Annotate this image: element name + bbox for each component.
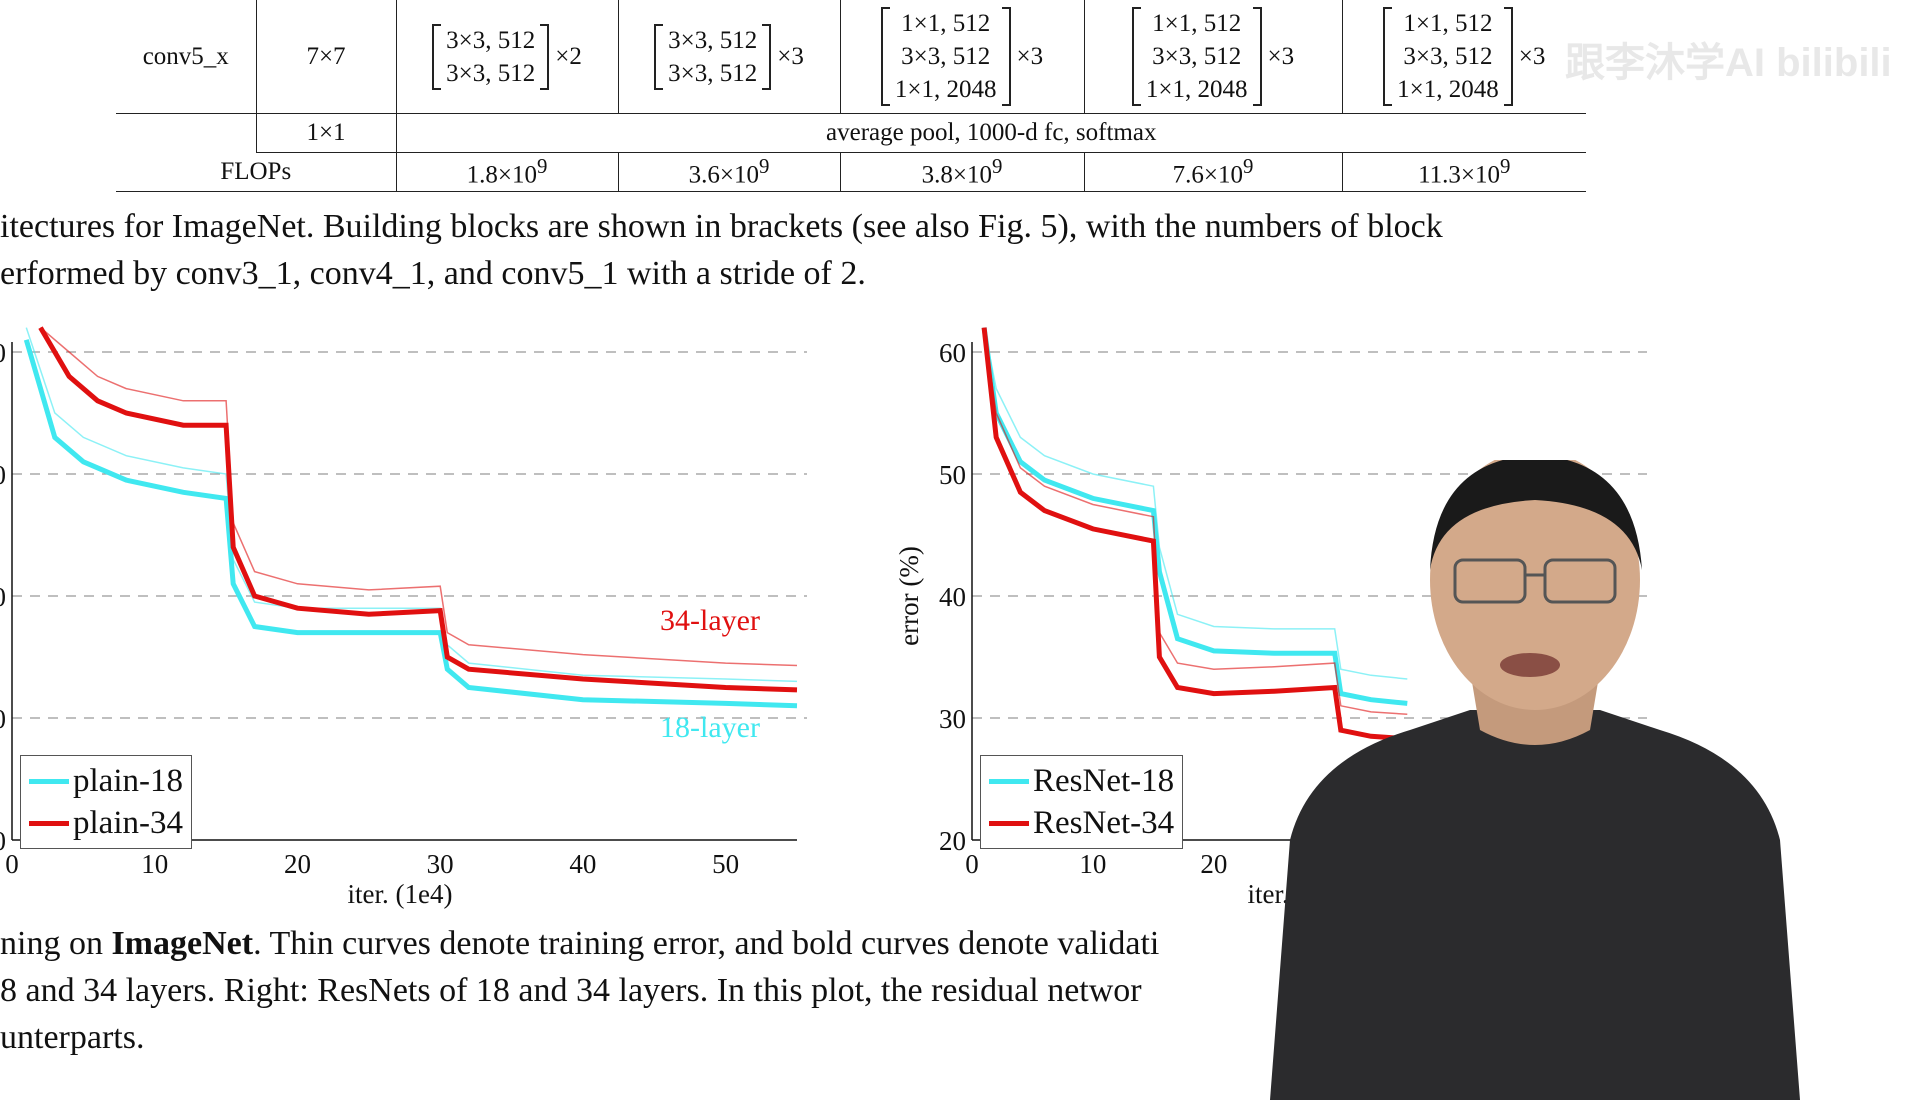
- glasses-left-lens: [1453, 558, 1527, 604]
- figure-caption-line-2: 8 and 34 layers. Right: ResNets of 18 an…: [0, 972, 1142, 1009]
- validation-curve-ResNet-18: [981, 327, 1408, 706]
- x-tick-label: 20: [284, 849, 311, 879]
- y-tick-label: 20: [0, 826, 6, 856]
- conv5-row: conv5_x 7×7 3×3, 512 3×3, 512 ×2 3×3, 512 3…: [116, 0, 1586, 114]
- block-cell: 3×3, 512 3×3, 512 ×3: [618, 0, 841, 114]
- pool-row: 1×1 average pool, 1000-d fc, softmax: [116, 113, 1586, 153]
- figure-caption-line-3: unterparts.: [0, 1019, 145, 1056]
- x-tick-label: 0: [5, 849, 19, 879]
- flops-value: 11.3×109: [1342, 152, 1586, 192]
- legend-swatch: [989, 820, 1029, 826]
- glasses-right-lens: [1543, 558, 1617, 604]
- flops-label: FLOPs: [116, 152, 397, 192]
- presenter-shirt: [1270, 710, 1800, 1100]
- presenter-face: [1430, 460, 1640, 710]
- x-tick-label: 10: [141, 849, 168, 879]
- legend-item: ResNet-34: [989, 802, 1174, 844]
- y-tick-label: 30: [0, 704, 6, 734]
- x-tick-label: 10: [1079, 849, 1106, 879]
- table-caption-line-2: erformed by conv3_1, conv4_1, and conv5_…: [0, 255, 866, 292]
- legend-item: plain-34: [29, 802, 183, 844]
- training-curve-plain-34: [40, 327, 798, 667]
- legend-swatch: [29, 820, 69, 826]
- y-tick-label: 40: [939, 582, 966, 612]
- validation-curve-plain-34: [38, 326, 798, 693]
- flops-value: 1.8×109: [396, 152, 619, 192]
- block-cell: 3×3, 512 3×3, 512 ×2: [396, 0, 619, 114]
- block-cell: 1×1, 512 3×3, 512 1×1, 2048 ×3: [1342, 0, 1586, 114]
- legend-item: ResNet-18: [989, 760, 1174, 802]
- training-curve-ResNet-18: [983, 327, 1408, 680]
- x-tick-label: 30: [427, 849, 454, 879]
- legend-swatch: [29, 778, 69, 784]
- flops-row: FLOPs 1.8×109 3.6×109 3.8×109 7.6×109 11…: [116, 152, 1586, 192]
- annotation-34-layer: 34-layer: [660, 604, 760, 637]
- watermark: 跟李沐学AI bilibili: [1565, 41, 1892, 85]
- flops-value: 3.8×109: [840, 152, 1085, 192]
- y-axis-label: error (%): [894, 546, 924, 646]
- layer-name-cell: conv5_x: [116, 0, 257, 114]
- presenter-mouth: [1500, 653, 1560, 677]
- presenter-video-overlay: [1270, 460, 1800, 1100]
- output-size-cell: 7×7: [256, 0, 397, 114]
- pool-desc-cell: average pool, 1000-d fc, softmax: [396, 113, 1586, 153]
- y-tick-label: 50: [939, 460, 966, 490]
- flops-value: 7.6×109: [1084, 152, 1343, 192]
- x-tick-label: 50: [712, 849, 739, 879]
- figure-caption-line-1: ning on ImageNet. Thin curves denote tra…: [0, 925, 1160, 962]
- legend-left: plain-18 plain-34: [20, 755, 192, 849]
- validation-curve-ResNet-34: [981, 327, 1408, 742]
- x-tick-label: 20: [1200, 849, 1227, 879]
- x-tick-label: 0: [965, 849, 979, 879]
- table-caption-line-1: itectures for ImageNet. Building blocks …: [0, 208, 1443, 245]
- y-tick-label: 40: [0, 582, 6, 612]
- y-tick-label: 20: [939, 826, 966, 856]
- pool-output-cell: 1×1: [256, 113, 397, 153]
- annotation-18-layer: 18-layer: [660, 711, 760, 744]
- y-tick-label: 30: [939, 704, 966, 734]
- training-curve-plain-18: [25, 327, 798, 683]
- block-cell: 1×1, 512 3×3, 512 1×1, 2048 ×3: [1084, 0, 1343, 114]
- y-tick-label: 60: [0, 338, 6, 368]
- legend-right: ResNet-18 ResNet-34: [980, 755, 1184, 849]
- legend-item: plain-18: [29, 760, 183, 802]
- y-tick-label: 60: [939, 338, 966, 368]
- x-axis-label: iter. (1e4): [348, 879, 453, 909]
- block-cell: 1×1, 512 3×3, 512 1×1, 2048 ×3: [840, 0, 1085, 114]
- y-tick-label: 50: [0, 460, 6, 490]
- presenter-hair: [1430, 460, 1642, 570]
- flops-value: 3.6×109: [618, 152, 841, 192]
- training-curve-ResNet-34: [983, 327, 1408, 716]
- architecture-table: conv5_x 7×7 3×3, 512 3×3, 512 ×2 3×3, 512 3…: [116, 0, 1586, 192]
- legend-swatch: [989, 778, 1029, 784]
- validation-curve-plain-18: [23, 339, 798, 709]
- x-tick-label: 40: [569, 849, 596, 879]
